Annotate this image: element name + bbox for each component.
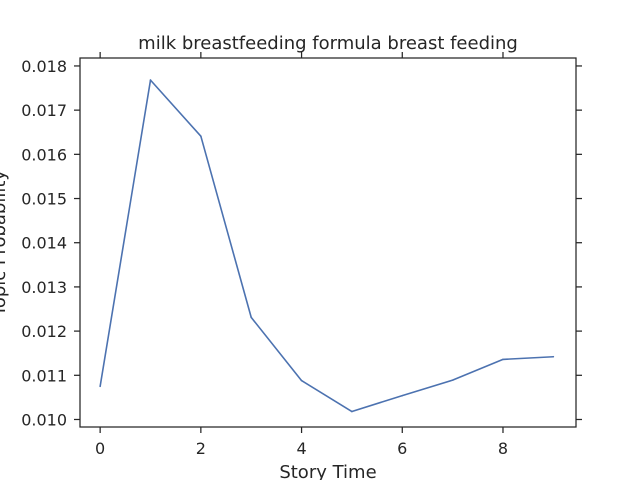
data-point-3	[250, 316, 253, 319]
x-axis: 0 2 4 6 8	[95, 52, 508, 458]
data-point-8	[502, 358, 504, 361]
y-axis-title: Topic Probability	[0, 170, 10, 317]
series-line-0	[99, 79, 554, 413]
data-point-7	[451, 379, 454, 381]
y-tick-label-5: 0.015	[21, 190, 67, 209]
data-point-1	[149, 79, 152, 81]
x-tick-label-0: 0	[95, 439, 105, 458]
y-axis: 0.010 0.011 0.012 0.013 0.014 0.015 0.016 0.017…	[21, 57, 582, 429]
y-tick-label-3: 0.013	[21, 278, 67, 297]
x-tick-label-3: 6	[397, 439, 407, 458]
x-tick-label-4: 8	[498, 439, 508, 458]
data-point-2	[200, 135, 202, 138]
data-point-4	[300, 379, 303, 382]
series-layer	[99, 79, 555, 413]
y-tick-label-7: 0.017	[21, 101, 67, 120]
plot-frame	[79, 57, 577, 428]
x-tick-label-1: 2	[196, 439, 206, 458]
data-point-5	[351, 410, 353, 413]
data-point-9	[552, 355, 555, 358]
y-tick-label-1: 0.011	[21, 366, 67, 385]
y-tick-label-4: 0.014	[21, 234, 67, 253]
y-tick-label-6: 0.016	[21, 145, 67, 164]
y-tick-label-0: 0.010	[21, 410, 67, 429]
y-tick-label-8: 0.018	[21, 57, 67, 76]
data-point-0	[99, 385, 101, 388]
data-point-6	[401, 394, 404, 397]
x-tick-label-2: 4	[296, 439, 306, 458]
y-tick-label-2: 0.012	[21, 322, 67, 341]
chart-title: milk breastfeeding formula breast feedin…	[138, 33, 518, 54]
x-axis-title: Story Time	[279, 462, 376, 480]
